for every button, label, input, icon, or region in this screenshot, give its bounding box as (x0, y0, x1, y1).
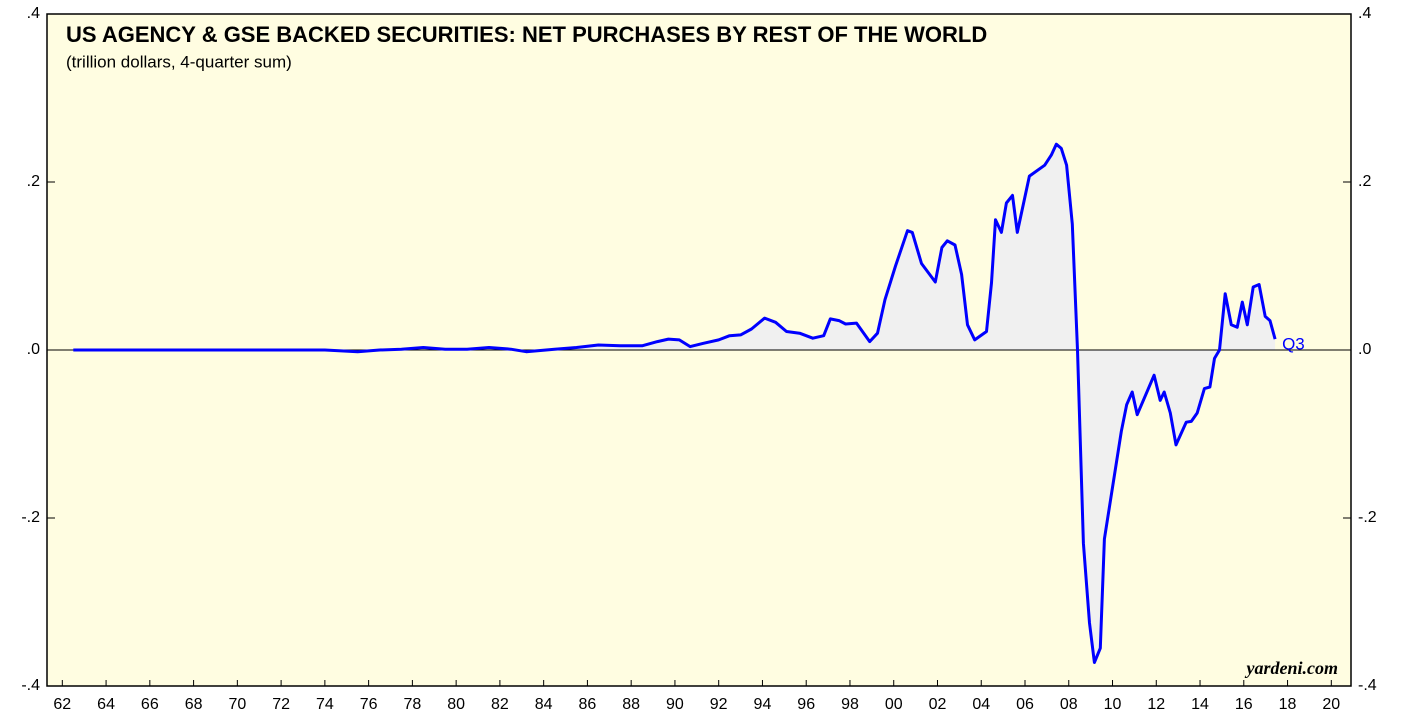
chart-subtitle: (trillion dollars, 4-quarter sum) (66, 52, 292, 71)
x-tick-label: 84 (535, 696, 553, 713)
y-tick-label: .2 (27, 173, 40, 190)
x-tick-label: 08 (1060, 696, 1078, 713)
x-tick-label: 20 (1322, 696, 1340, 713)
x-tick-label: 98 (841, 696, 859, 713)
x-tick-label: 92 (710, 696, 728, 713)
x-tick-label: 80 (447, 696, 465, 713)
x-tick-label: 94 (754, 696, 772, 713)
x-tick-label: 88 (622, 696, 640, 713)
y2-tick-label: -.2 (1358, 509, 1377, 526)
x-tick-label: 72 (272, 696, 290, 713)
y2-tick-label: .4 (1358, 5, 1371, 22)
x-tick-label: 74 (316, 696, 334, 713)
x-tick-label: 62 (53, 696, 71, 713)
y2-tick-label: .0 (1358, 341, 1371, 358)
source: yardeni.com (1245, 658, 1339, 678)
x-tick-label: 12 (1147, 696, 1165, 713)
x-tick-label: 00 (885, 696, 903, 713)
x-tick-label: 64 (97, 696, 115, 713)
x-tick-label: 66 (141, 696, 159, 713)
chart-title: US AGENCY & GSE BACKED SECURITIES: NET P… (66, 22, 987, 47)
y2-tick-label: .2 (1358, 173, 1371, 190)
x-tick-label: 18 (1279, 696, 1297, 713)
y-tick-label: .0 (27, 341, 40, 358)
y2-tick-label: -.4 (1358, 677, 1377, 694)
x-tick-label: 78 (403, 696, 421, 713)
x-tick-label: 06 (1016, 696, 1034, 713)
x-tick-label: 02 (929, 696, 947, 713)
x-tick-label: 82 (491, 696, 509, 713)
x-tick-label: 96 (797, 696, 815, 713)
y-tick-label: -.4 (21, 677, 40, 694)
x-tick-label: 90 (666, 696, 684, 713)
x-tick-label: 04 (972, 696, 990, 713)
x-tick-label: 86 (579, 696, 597, 713)
x-tick-label: 14 (1191, 696, 1209, 713)
y-tick-label: -.2 (21, 509, 40, 526)
x-tick-label: 68 (185, 696, 203, 713)
x-tick-label: 10 (1104, 696, 1122, 713)
annotation: Q3 (1282, 335, 1305, 354)
line (73, 142, 1277, 664)
x-tick-label: 16 (1235, 696, 1253, 713)
x-tick-label: 70 (228, 696, 246, 713)
x-tick-label: 76 (360, 696, 378, 713)
y-tick-label: .4 (27, 5, 40, 22)
